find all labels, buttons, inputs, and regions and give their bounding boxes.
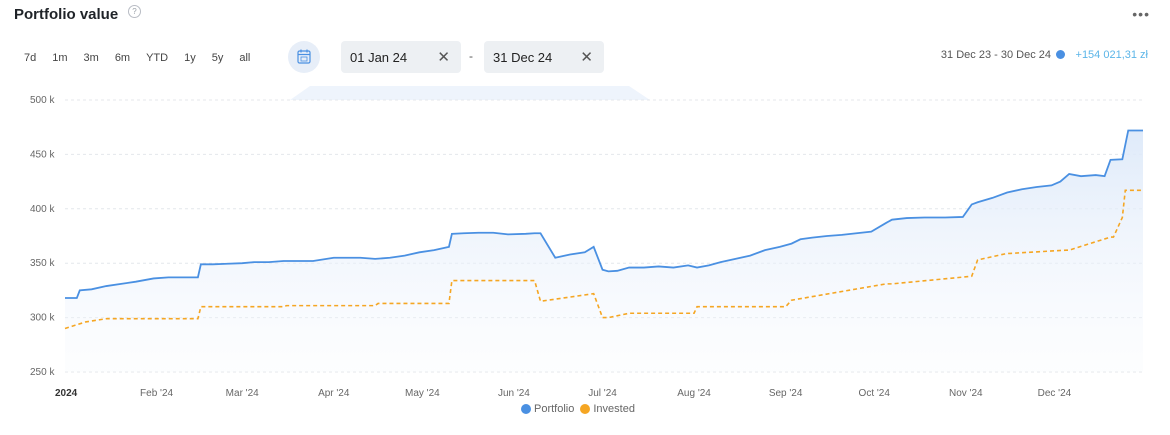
more-dots-icon[interactable]: ••• (1132, 6, 1150, 22)
range-7d-button[interactable]: 7d (24, 52, 37, 64)
x-tick-label: Feb '24 (140, 388, 173, 399)
x-tick-label: Aug '24 (677, 388, 711, 399)
range-3m-button[interactable]: 3m (83, 52, 99, 64)
clear-date-to-icon[interactable]: ✕ (580, 49, 593, 66)
y-tick-label: 350 k (30, 258, 55, 269)
x-tick-label: Nov '24 (949, 388, 983, 399)
legend-item-portfolio[interactable]: Portfolio (521, 403, 574, 415)
legend-swatch-portfolio (521, 404, 531, 414)
portfolio-series-line (65, 129, 1143, 299)
change-value: +154 021,31 zł (1075, 49, 1148, 61)
legend-label-portfolio: Portfolio (534, 403, 575, 415)
x-tick-label: Jul '24 (588, 388, 617, 399)
period-label: 31 Dec 23 - 30 Dec 24 (940, 49, 1051, 61)
legend-label-invested: Invested (593, 403, 635, 415)
range-1y-button[interactable]: 1y (184, 52, 196, 64)
chart-legend: Portfolio Invested (521, 403, 641, 415)
range-6m-button[interactable]: 6m (114, 52, 131, 64)
date-to-field[interactable]: 31 Dec 24 ✕ (484, 41, 604, 73)
x-tick-label: Dec '24 (1038, 388, 1072, 399)
y-tick-label: 500 k (30, 95, 55, 106)
invested-series-line (64, 189, 1143, 330)
x-tick-label: Jun '24 (498, 388, 530, 399)
y-tick-label: 450 k (30, 149, 55, 160)
x-tick-label: Mar '24 (226, 388, 259, 399)
range-1m-button[interactable]: 1m (52, 52, 68, 64)
calendar-button[interactable] (288, 41, 320, 73)
y-tick-label: 300 k (30, 313, 55, 324)
range-all-button[interactable]: all (239, 52, 251, 64)
legend-item-invested[interactable]: Invested (580, 403, 635, 415)
date-to-value: 31 Dec 24 (493, 50, 553, 65)
date-from-value: 01 Jan 24 (350, 50, 408, 65)
question-circle-icon[interactable]: ? (128, 5, 141, 18)
change-dot (1056, 50, 1065, 59)
legend-swatch-invested (580, 404, 591, 414)
date-picker-pointer (290, 86, 650, 100)
calendar-icon (297, 49, 311, 64)
x-tick-label: Sep '24 (769, 388, 803, 399)
portfolio-area (65, 130, 1143, 372)
date-separator: - (469, 49, 473, 63)
x-tick-label: May '24 (405, 388, 440, 399)
y-tick-label: 400 k (30, 204, 55, 215)
page-title: Portfolio value (14, 6, 119, 23)
clear-date-from-icon[interactable]: ✕ (437, 49, 450, 66)
range-ytd-button[interactable]: YTD (146, 52, 169, 64)
range-selector: 7d 1m 3m 6m YTD 1y 5y all (16, 48, 258, 68)
y-tick-label: 250 k (30, 367, 55, 378)
date-from-field[interactable]: 01 Jan 24 ✕ (341, 41, 461, 73)
x-tick-label: 2024 (55, 388, 78, 399)
x-tick-label: Apr '24 (318, 388, 350, 399)
range-5y-button[interactable]: 5y (211, 52, 224, 64)
x-tick-label: Oct '24 (859, 388, 891, 399)
